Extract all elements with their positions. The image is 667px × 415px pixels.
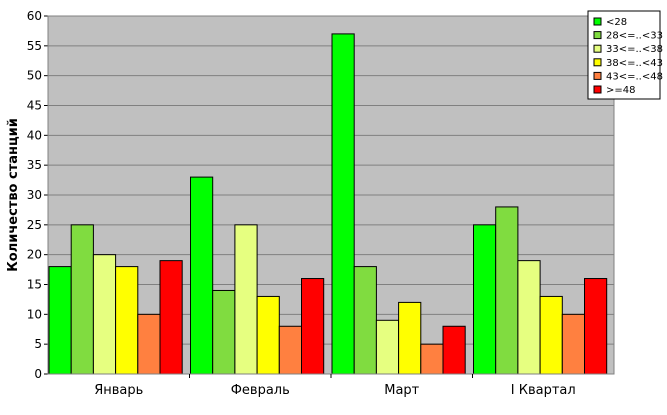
legend-label: 43<=..<48 <box>606 71 663 82</box>
legend-label: 28<=..<33 <box>606 31 663 42</box>
y-tick-label: 30 <box>27 188 42 202</box>
bar <box>539 295 563 375</box>
legend: <28 28<=..<33 33<=..<38 38<=..<43 43<=..<48 >… <box>587 10 663 100</box>
bar <box>212 289 236 375</box>
legend-label: <28 <box>606 17 627 28</box>
bar <box>561 313 585 375</box>
bar <box>256 295 280 375</box>
bar <box>301 278 325 375</box>
y-tick-label: 20 <box>27 248 42 262</box>
grid-lines <box>48 15 614 345</box>
x-category-label: Январь <box>94 383 143 398</box>
bar <box>115 266 139 375</box>
legend-swatch <box>593 71 602 80</box>
y-tick-label: 25 <box>27 218 42 232</box>
y-tick-label: 55 <box>27 39 42 53</box>
bar <box>234 224 258 375</box>
legend-swatch <box>593 85 602 94</box>
bar <box>137 313 161 375</box>
bar <box>278 325 302 375</box>
bar <box>48 266 72 375</box>
legend-label: 33<=..<38 <box>606 44 663 55</box>
legend-swatch <box>593 44 602 53</box>
y-tick-label: 15 <box>27 278 42 292</box>
y-tick-label: 0 <box>34 367 42 381</box>
bar <box>159 260 183 375</box>
bar <box>70 224 94 375</box>
bar <box>331 33 355 375</box>
bar <box>473 224 497 375</box>
legend-label: >=48 <box>606 85 635 96</box>
bar <box>92 254 117 375</box>
legend-swatch <box>593 31 602 40</box>
y-axis-ticks: 0 5 10 15 20 25 30 35 40 45 50 55 60 <box>27 9 48 381</box>
bar <box>584 278 608 375</box>
legend-swatch <box>593 58 602 67</box>
x-category-label: I Квартал <box>511 383 576 398</box>
bar <box>420 343 444 375</box>
bar <box>495 206 519 375</box>
y-tick-label: 45 <box>27 99 42 113</box>
y-axis-label: Количество станций <box>6 118 21 272</box>
x-category-label: Март <box>384 383 419 398</box>
bars <box>48 33 608 375</box>
bar <box>190 176 214 375</box>
y-tick-label: 5 <box>34 337 42 351</box>
y-tick-label: 40 <box>27 128 42 142</box>
legend-box <box>587 10 661 100</box>
y-tick-label: 10 <box>27 307 42 321</box>
bar <box>398 301 422 375</box>
x-category-label: Февраль <box>231 383 290 398</box>
x-axis-categories: Январь Февраль Март I Квартал <box>94 374 576 398</box>
y-tick-label: 60 <box>27 9 42 23</box>
bar <box>442 325 466 375</box>
y-tick-label: 35 <box>27 158 42 172</box>
legend-label: 38<=..<43 <box>606 58 663 69</box>
bar <box>375 319 400 375</box>
bar <box>517 260 541 375</box>
bar <box>353 266 377 375</box>
legend-swatch <box>593 17 602 26</box>
y-tick-label: 50 <box>27 69 42 83</box>
